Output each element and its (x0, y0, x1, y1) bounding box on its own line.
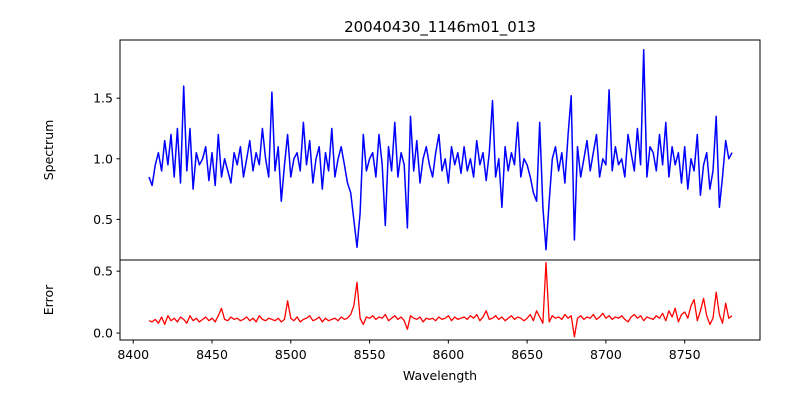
x-tick-label: 8750 (669, 347, 701, 362)
x-tick-label: 8400 (117, 347, 149, 362)
y-tick-label: 1.5 (93, 91, 113, 106)
x-tick-label: 8450 (196, 347, 228, 362)
y-tick-label: 0.5 (93, 264, 113, 279)
spectrum-y-label: Spectrum (41, 120, 56, 181)
error-y-ticks: 0.0 0.5 (93, 264, 120, 341)
chart-title: 20040430_1146m01_013 (344, 18, 536, 37)
spectrum-y-ticks: 0.5 1.0 1.5 (93, 91, 120, 227)
x-tick-label: 8550 (354, 347, 386, 362)
x-ticks: 8400 8450 8500 8550 8600 8650 8700 8750 (117, 340, 701, 362)
error-line (148, 261, 733, 338)
y-tick-label: 0.0 (93, 326, 113, 341)
y-tick-label: 0.5 (93, 212, 113, 227)
error-axes-frame (119, 259, 761, 341)
y-tick-label: 1.0 (93, 151, 113, 166)
x-tick-label: 8500 (275, 347, 307, 362)
x-axis-label: Wavelength (403, 368, 477, 383)
x-tick-label: 8600 (432, 347, 464, 362)
x-tick-label: 8700 (590, 347, 622, 362)
spectrum-line (148, 48, 733, 251)
error-y-label: Error (41, 284, 56, 315)
x-tick-label: 8650 (511, 347, 543, 362)
